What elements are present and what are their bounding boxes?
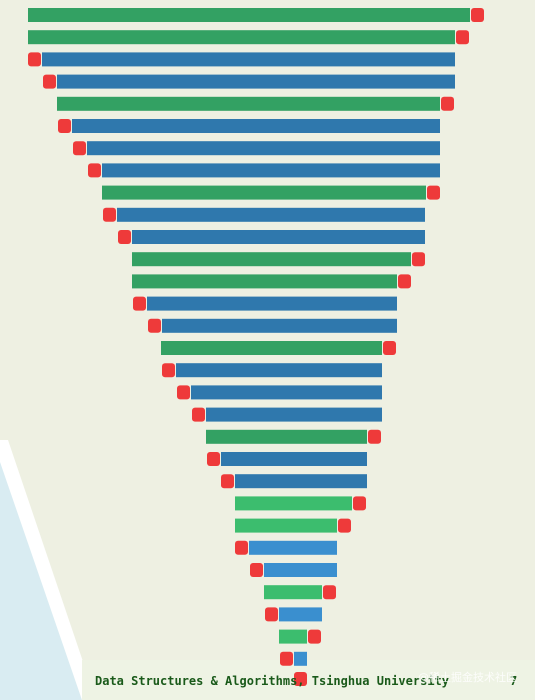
bar [132, 230, 425, 244]
bar [42, 52, 455, 67]
marker [28, 52, 41, 67]
marker [88, 163, 101, 178]
marker [323, 585, 336, 600]
bar [87, 141, 440, 156]
marker [308, 629, 321, 644]
bar [132, 274, 397, 289]
bar [57, 96, 440, 111]
marker [192, 407, 205, 422]
marker [456, 30, 469, 45]
bar [191, 385, 382, 400]
marker [118, 230, 131, 244]
marker [43, 74, 56, 89]
watermark: @稀土掘金技术社区 [418, 670, 517, 684]
marker [353, 496, 366, 511]
bars [28, 8, 484, 686]
marker [412, 252, 425, 267]
bar [176, 363, 382, 378]
bar [235, 496, 352, 511]
corner-stripe [0, 440, 96, 700]
marker [103, 207, 116, 222]
marker [177, 385, 190, 400]
bar [147, 296, 397, 311]
marker [265, 607, 278, 622]
bar [132, 252, 411, 267]
marker [441, 96, 454, 111]
bar [235, 518, 337, 533]
footer-bar [82, 660, 535, 700]
bar [279, 629, 307, 644]
bar [264, 563, 337, 577]
marker [235, 540, 248, 555]
bar [28, 30, 455, 45]
marker [427, 185, 440, 200]
marker [471, 8, 484, 22]
bar [206, 429, 367, 444]
marker [368, 429, 381, 444]
marker [148, 318, 161, 333]
marker [250, 563, 263, 577]
bar [249, 540, 337, 555]
marker [338, 518, 351, 533]
bar [57, 74, 455, 89]
marker [162, 363, 175, 378]
marker [383, 341, 396, 355]
bar [294, 651, 307, 666]
bar [72, 119, 440, 133]
bar [28, 8, 470, 22]
bar [264, 585, 322, 600]
bar [221, 452, 367, 466]
footer-text: Data Structures & Algorithms, Tsinghua U… [95, 674, 449, 688]
marker [207, 452, 220, 466]
bar [161, 341, 382, 355]
marker [280, 651, 293, 666]
bar [235, 474, 367, 489]
marker [58, 119, 71, 133]
bar [162, 318, 397, 333]
bar [102, 163, 440, 178]
bar [279, 607, 322, 622]
marker [221, 474, 234, 489]
marker [398, 274, 411, 289]
marker [294, 672, 307, 686]
page-number: 7 [510, 674, 517, 688]
marker [73, 141, 86, 156]
marker [133, 296, 146, 311]
bar [206, 407, 382, 422]
bar [102, 185, 426, 200]
bar [117, 207, 425, 222]
